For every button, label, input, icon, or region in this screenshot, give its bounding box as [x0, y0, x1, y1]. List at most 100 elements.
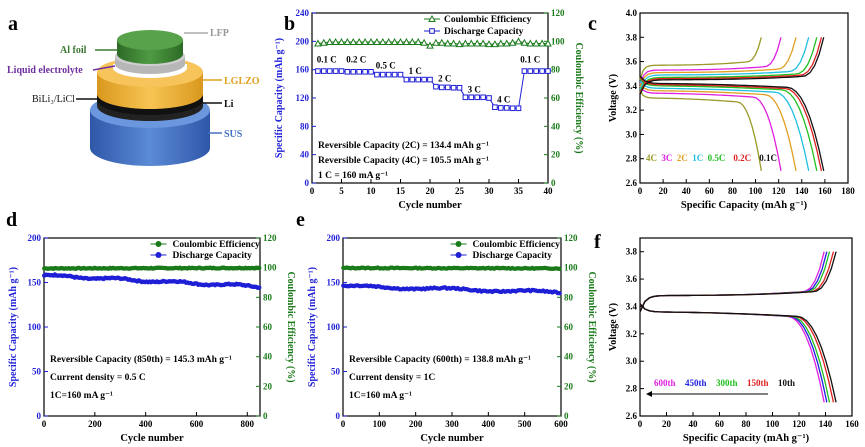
ce-point — [514, 37, 523, 45]
annotation: 1C=160 mA g⁻¹ — [50, 391, 113, 401]
y-tick-label: 3.4 — [626, 301, 638, 311]
ce-point — [378, 37, 387, 46]
x-tick-label: 80 — [742, 419, 752, 429]
legend-label-300th: 300th — [716, 378, 738, 388]
ce-point — [420, 38, 428, 46]
x-tick-label: 60 — [705, 186, 715, 196]
x-tick-label: 60 — [715, 419, 725, 429]
rate-label: 2 C — [438, 74, 451, 84]
y-tick-label: 3.4 — [626, 81, 638, 91]
charge-curve-0.5C — [639, 37, 818, 93]
ce-point — [520, 38, 529, 46]
panel-letter-f: f — [594, 231, 601, 253]
dc-point — [539, 68, 545, 74]
x-tick-label: 0 — [341, 419, 346, 429]
ce-point — [485, 40, 493, 48]
y-tick-label: 200 — [296, 36, 310, 46]
battery-stack — [90, 30, 210, 166]
y-tick-label: 3.0 — [626, 356, 638, 366]
x-axis-label: Cycle number — [420, 433, 484, 444]
y2-tick-label: 80 — [564, 292, 574, 302]
y2-tick-label: 60 — [564, 322, 574, 332]
dc-point — [486, 95, 492, 101]
dc-point — [545, 68, 551, 74]
ce-point — [414, 37, 423, 46]
charge-curve-300th — [639, 251, 831, 313]
y-tick-label: 200 — [327, 233, 341, 243]
ce-point — [496, 39, 505, 47]
ce-point — [426, 41, 434, 49]
ce-point — [461, 39, 470, 47]
ce-point — [538, 39, 546, 47]
x-tick-label: 100 — [749, 186, 763, 196]
ce-point — [408, 37, 417, 46]
charge-curve-4C — [639, 37, 762, 80]
dc-point — [344, 68, 351, 75]
dc-point — [403, 76, 410, 83]
ce-point — [390, 37, 399, 46]
y2-tick-label: 60 — [551, 93, 561, 103]
y2-tick-label: 100 — [564, 263, 578, 273]
x-tick-label: 400 — [482, 419, 496, 429]
y2-tick-label: 80 — [263, 292, 273, 302]
x-tick-label: 30 — [485, 186, 495, 196]
y-tick-label: 160 — [296, 65, 310, 75]
x-tick-label: 400 — [139, 419, 153, 429]
dc-point — [362, 68, 368, 75]
legend-label-1C: 1C — [692, 153, 703, 163]
ce-point — [337, 37, 346, 46]
y-tick-label: 0 — [37, 411, 42, 421]
dc-point — [421, 76, 427, 83]
dc-point — [321, 68, 327, 74]
dc-point — [409, 76, 416, 83]
y-tick-label: 2.6 — [626, 411, 638, 421]
x-tick-label: 600 — [554, 419, 568, 429]
ce-point — [473, 39, 482, 47]
ce-point — [367, 37, 375, 46]
dc-point — [380, 71, 386, 78]
dc-point — [521, 68, 528, 74]
y2-tick-label: 20 — [564, 381, 574, 391]
label-al-foil: Al foil — [60, 45, 87, 56]
y-tick-label: 80 — [300, 121, 310, 131]
dc-point — [450, 84, 457, 91]
dc-line — [317, 70, 548, 109]
discharge-curve-0.5C — [639, 78, 818, 171]
x-tick-label: 5 — [339, 186, 344, 196]
panel-letter-a: a — [8, 13, 18, 35]
annotation: Current density = 1C — [349, 373, 435, 383]
rate-label: 0.1 C — [317, 55, 337, 65]
x-axis-label: Cycle number — [120, 433, 184, 444]
legend-marker-ce — [428, 14, 436, 22]
ce-point — [544, 39, 552, 47]
y2-tick-label: 100 — [263, 263, 277, 273]
y2-tick-label: 100 — [551, 36, 565, 46]
discharge-curve-2C — [639, 83, 797, 171]
x-tick-label: 200 — [409, 419, 423, 429]
panel-letter-e: e — [296, 209, 305, 231]
ce-point — [449, 39, 458, 47]
x-tick-label: 160 — [845, 419, 859, 429]
rate-label: 0.2 C — [346, 55, 366, 65]
x-tick-label: 180 — [841, 186, 855, 196]
legend-label-dc: Discharge Capacity — [444, 27, 524, 37]
x-tick-label: 140 — [819, 419, 833, 429]
legend-label-0.2C: 0.2C — [733, 153, 751, 163]
y-tick-label: 3.8 — [626, 247, 638, 257]
plot-frame — [342, 237, 562, 417]
legend-label-ce: Coulombic Efficiency — [473, 240, 561, 250]
plot-frame — [639, 12, 849, 184]
ce-point — [443, 39, 452, 47]
y2-axis-label: Coulombic Efficiency (%) — [586, 271, 597, 382]
dc-point — [338, 68, 345, 74]
ce-point — [532, 39, 541, 47]
discharge-curve-1C — [639, 80, 810, 171]
ce-point — [455, 40, 464, 48]
discharge-curve-0.1C — [639, 75, 825, 171]
y-tick-label: 50 — [32, 367, 42, 377]
al-foil-top — [117, 30, 183, 50]
ce-point — [432, 38, 440, 46]
legend-label-0.5C: 0.5C — [708, 153, 726, 163]
charge-curve-3C — [639, 37, 782, 85]
dc-point — [533, 68, 540, 74]
